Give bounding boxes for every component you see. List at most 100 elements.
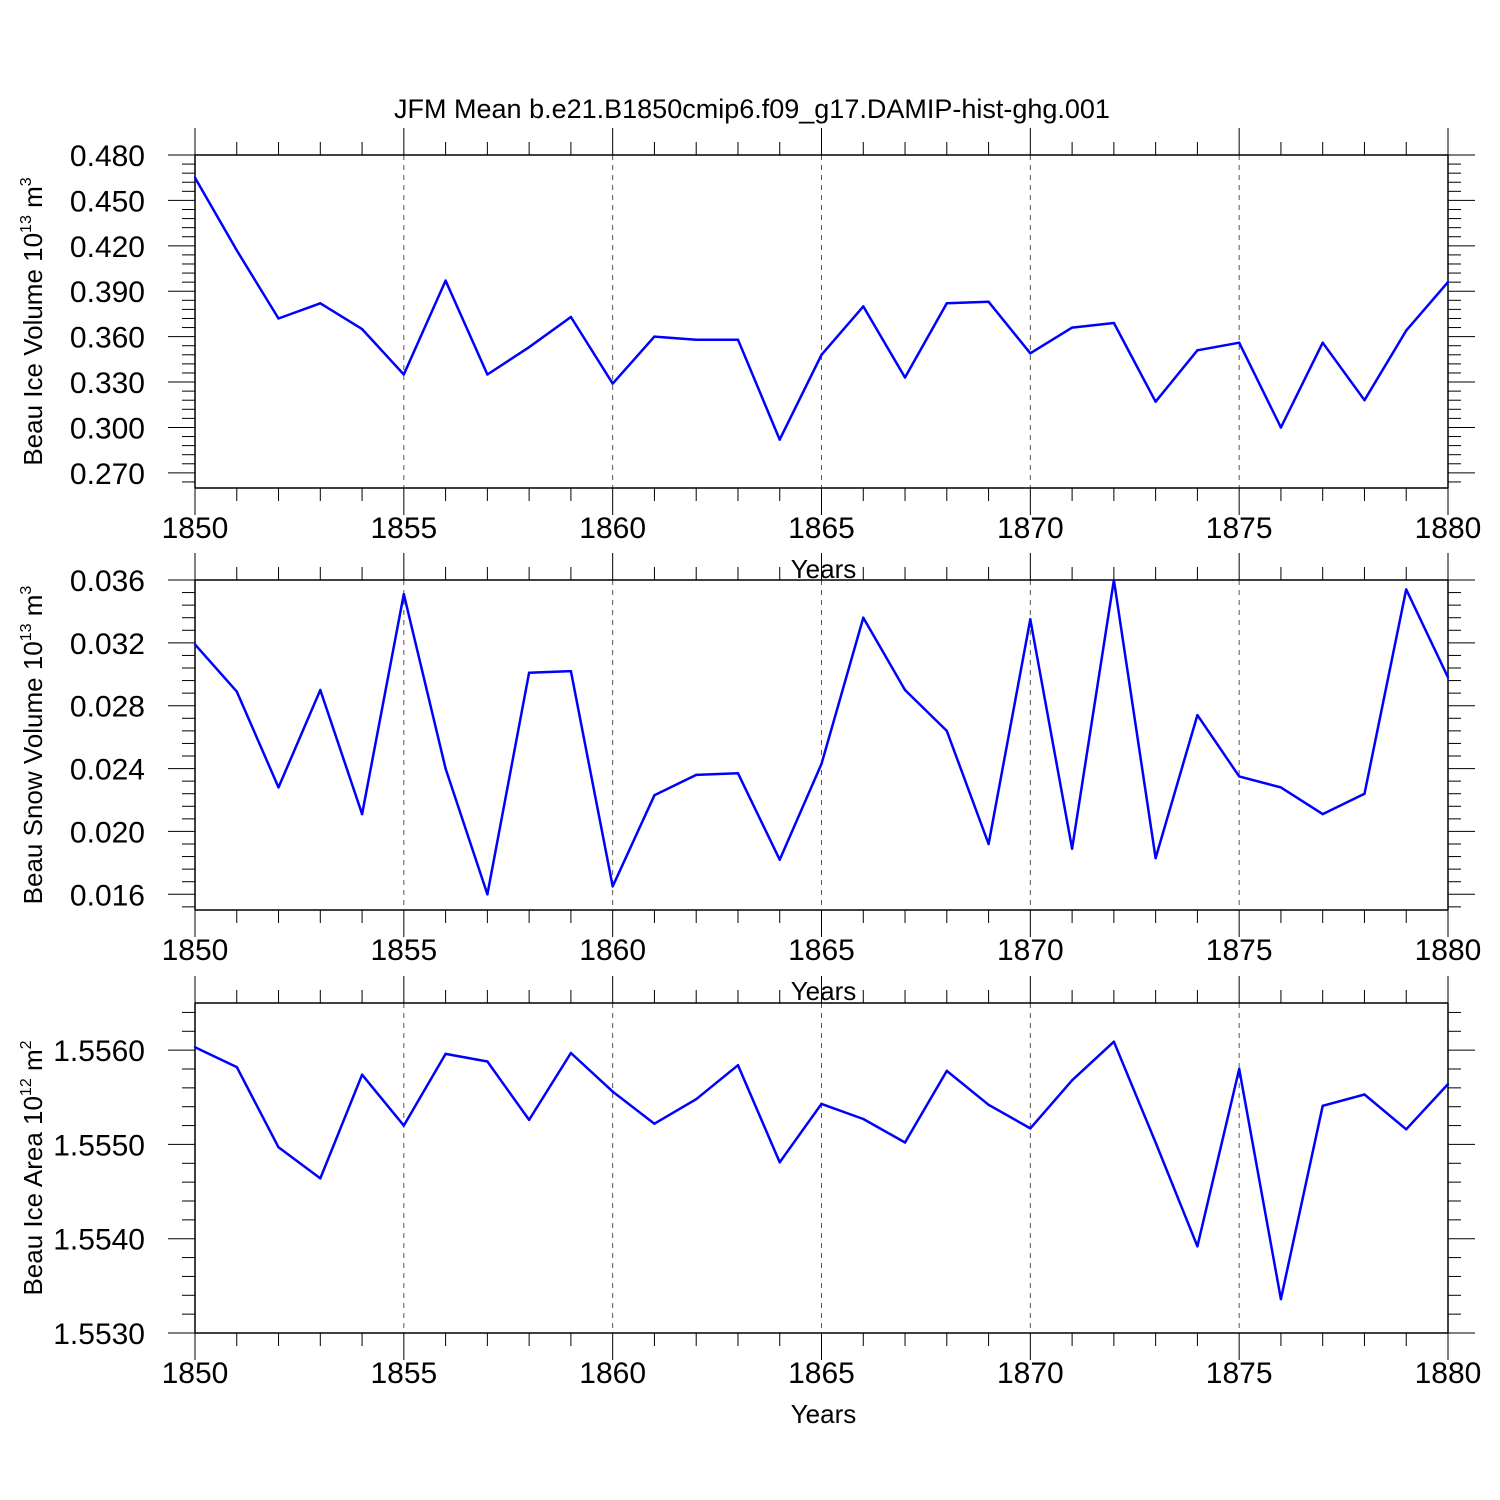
data-point — [945, 729, 948, 733]
data-point — [1112, 578, 1116, 582]
data-point — [1154, 856, 1157, 860]
data-point — [653, 794, 656, 797]
data-point — [695, 338, 698, 341]
data-point — [1237, 775, 1241, 778]
data-point — [527, 346, 531, 349]
data-point — [862, 305, 865, 308]
data-point — [945, 1069, 948, 1073]
data-point — [1279, 786, 1283, 789]
data-point — [277, 1146, 280, 1149]
x-tick-label: 1850 — [162, 1357, 229, 1390]
y-tick-label: 0.450 — [70, 185, 145, 218]
data-point — [862, 1117, 865, 1121]
data-point — [736, 338, 740, 341]
data-point — [1237, 1067, 1241, 1071]
data-point — [486, 1060, 489, 1063]
data-point — [1196, 713, 1199, 717]
data-point — [235, 1065, 238, 1069]
data-point — [1405, 1128, 1408, 1131]
data-point — [778, 438, 781, 441]
y-tick-label: 0.270 — [70, 458, 145, 491]
data-point — [736, 772, 740, 775]
data-point — [1405, 588, 1408, 591]
y-tick-label: 0.300 — [70, 412, 145, 445]
y-tick-label: 0.360 — [70, 322, 145, 355]
data-point — [1112, 321, 1116, 325]
data-point — [486, 373, 489, 376]
x-axis-label: Years — [791, 976, 857, 1006]
data-series-line — [194, 1040, 1449, 1301]
data-point — [1029, 618, 1032, 621]
data-point — [1029, 352, 1032, 355]
x-tick-label: 1875 — [1206, 934, 1273, 967]
data-point — [486, 893, 489, 896]
data-point — [360, 327, 364, 331]
data-point — [277, 786, 280, 789]
data-point — [569, 315, 573, 319]
data-point — [653, 1122, 656, 1125]
data-point — [1363, 399, 1366, 402]
x-tick-label: 1870 — [997, 1357, 1064, 1390]
x-tick-label: 1870 — [997, 512, 1064, 545]
x-tick-label: 1875 — [1206, 1357, 1273, 1390]
data-point — [1112, 1040, 1116, 1043]
data-point — [1363, 792, 1366, 795]
data-point — [1446, 1082, 1450, 1086]
data-point — [1237, 341, 1241, 344]
data-point — [1446, 280, 1450, 284]
data-point — [1196, 349, 1199, 352]
data-point — [1070, 1079, 1074, 1082]
data-point — [402, 592, 406, 596]
panel-1: 1850 1855 1860 1865 1870 1875 1880 Years 0.270 0.… — [18, 128, 1481, 584]
data-point — [987, 1103, 990, 1107]
x-tick-label: 1880 — [1415, 1357, 1482, 1390]
data-point — [778, 858, 781, 861]
data-point — [1154, 1141, 1157, 1144]
data-point — [235, 249, 238, 252]
y-tick-label: 1.5530 — [53, 1318, 145, 1351]
y-tick-label: 1.5540 — [53, 1224, 145, 1257]
data-point — [277, 317, 280, 320]
y-tick-label: 1.5560 — [53, 1035, 145, 1068]
data-point — [235, 690, 238, 693]
y-tick-label: 0.028 — [70, 691, 145, 724]
y-tick-label: 0.036 — [70, 565, 145, 598]
data-point — [945, 302, 948, 305]
x-tick-label: 1865 — [788, 934, 855, 967]
data-point — [569, 1051, 573, 1055]
data-point — [736, 1064, 740, 1067]
chart-title: JFM Mean b.e21.B1850cmip6.f09_g17.DAMIP-… — [394, 94, 1110, 124]
x-tick-label: 1870 — [997, 934, 1064, 967]
y-tick-label: 0.020 — [70, 816, 145, 849]
y-tick-label: 0.024 — [70, 754, 145, 787]
x-tick-label: 1865 — [788, 512, 855, 545]
y-tick-label: 0.032 — [70, 628, 145, 661]
x-tick-label: 1880 — [1415, 512, 1482, 545]
y-tick-label: 0.016 — [70, 879, 145, 912]
data-point — [402, 373, 406, 376]
data-point — [360, 812, 364, 816]
x-tick-label: 1860 — [579, 1357, 646, 1390]
y-axis-label: Beau Snow Volume 1013 m3 — [18, 586, 48, 905]
x-tick-label: 1855 — [370, 1357, 437, 1390]
data-point — [444, 767, 447, 770]
x-tick-label: 1855 — [370, 934, 437, 967]
data-point — [1070, 847, 1074, 850]
data-point — [1363, 1093, 1366, 1096]
data-point — [193, 1046, 197, 1049]
data-point — [1405, 329, 1408, 332]
data-point — [319, 302, 322, 305]
data-point — [1279, 1297, 1283, 1301]
data-point — [611, 885, 614, 888]
data-point — [1196, 1245, 1199, 1248]
data-point — [820, 762, 823, 766]
data-point — [695, 1097, 698, 1101]
x-tick-label: 1860 — [579, 512, 646, 545]
data-point — [569, 669, 573, 673]
data-point — [695, 773, 698, 777]
y-tick-label: 0.420 — [70, 231, 145, 264]
data-point — [319, 1177, 322, 1180]
data-point — [1154, 400, 1157, 403]
data-point — [1279, 426, 1283, 429]
